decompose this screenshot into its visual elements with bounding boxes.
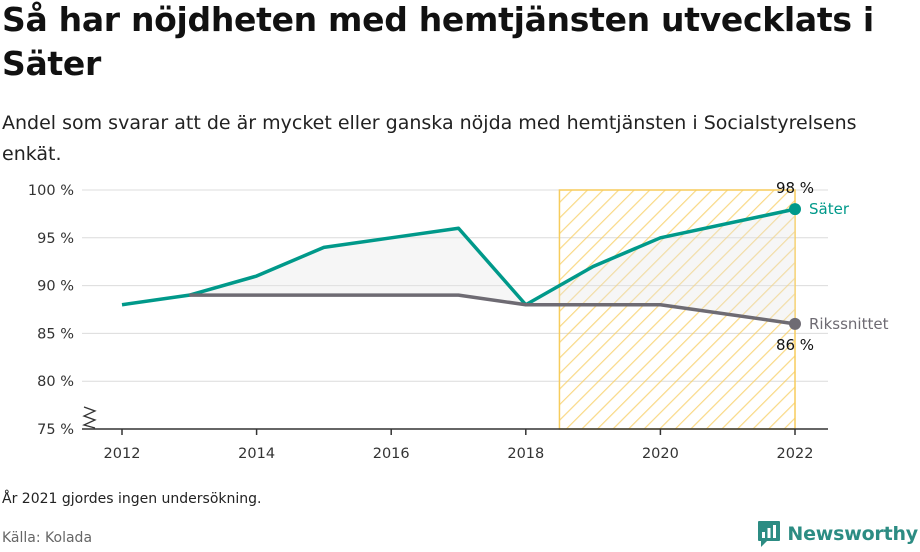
y-tick-label: 100 % <box>28 183 74 199</box>
chart-title: Så har nöjdheten med hemtjänsten utveckl… <box>2 0 874 83</box>
x-tick-label: 2014 <box>238 446 275 462</box>
source-label: Källa: Kolada <box>2 530 93 546</box>
data-label: 98 % <box>776 179 814 197</box>
y-tick-label: 75 % <box>37 422 74 438</box>
x-tick-label: 2016 <box>373 446 410 462</box>
data-label: 86 % <box>776 336 814 354</box>
footnote: År 2021 gjordes ingen undersökning. <box>2 491 262 507</box>
x-tick-label: 2022 <box>777 446 814 462</box>
series-end-point <box>789 317 801 330</box>
series-name-label: Rikssnittet <box>809 315 889 333</box>
chart-subtitle: Andel som svarar att de är mycket eller … <box>2 112 857 165</box>
newsworthy-logo: Newsworthy <box>757 520 918 548</box>
series-end-point <box>789 203 801 216</box>
y-tick-label: 95 % <box>37 231 74 247</box>
newsworthy-logo-icon <box>758 521 781 547</box>
x-tick-label: 2018 <box>507 446 544 462</box>
series-line <box>189 293 796 326</box>
x-tick-label: 2012 <box>104 446 141 462</box>
axis-break-icon <box>82 406 97 429</box>
no-survey-period-hatch <box>559 190 795 429</box>
y-tick-label: 80 % <box>37 374 74 390</box>
x-tick-label: 2020 <box>642 446 679 462</box>
series-name-label: Säter <box>809 200 850 218</box>
series-line <box>121 207 796 307</box>
brand-name: Newsworthy <box>787 523 918 545</box>
y-tick-label: 85 % <box>37 326 74 342</box>
y-tick-label: 90 % <box>37 279 74 295</box>
line-chart: 75 % 80 % 85 % 90 % 95 % 100 % Säter 98 % Rikssn… <box>28 179 889 462</box>
